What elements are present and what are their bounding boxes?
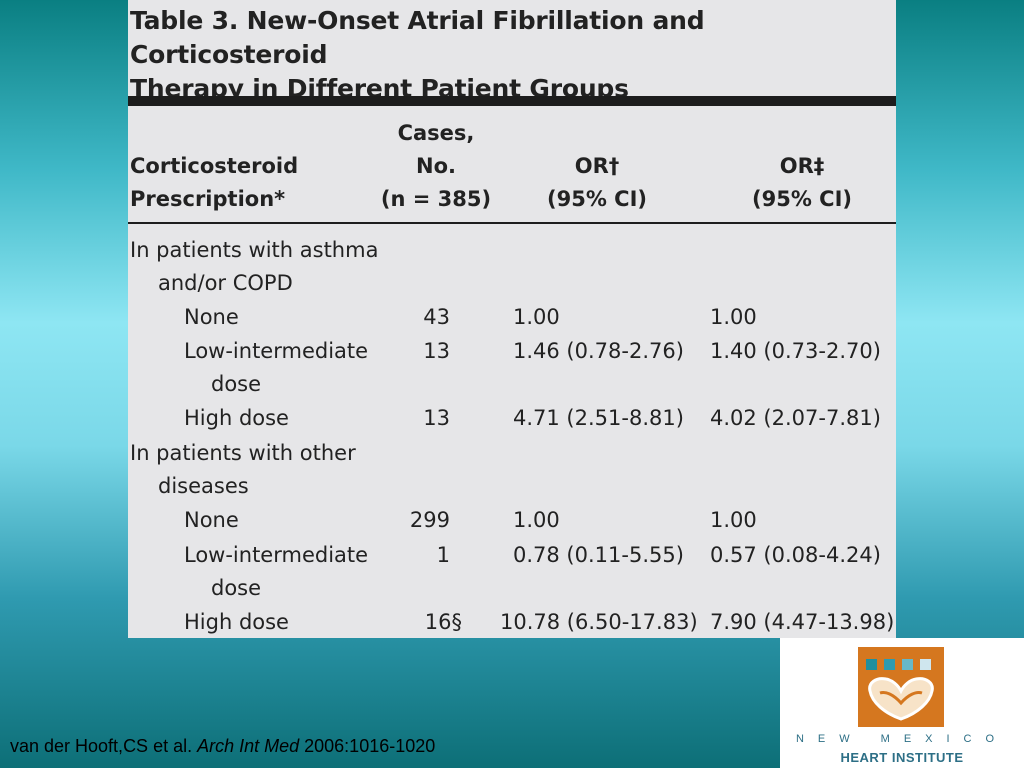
table-cell-or1: 1.00 — [513, 305, 560, 329]
table-cell-or1: 4.71 (2.51-8.81) — [513, 406, 684, 430]
table-cell-cases: 299 — [409, 508, 450, 532]
header-rule-thin — [128, 222, 896, 224]
group-label-line1: In patients with other — [130, 441, 356, 465]
header-rule-thick — [128, 96, 896, 106]
row-label-line2: dose — [211, 372, 262, 396]
table-cell-or1: 0.78 (0.11-5.55) — [513, 543, 684, 567]
logo-text-heart-institute: HEART INSTITUTE — [840, 750, 964, 765]
table-row-label: High dose — [184, 606, 289, 639]
table-cell-or2: 1.00 — [710, 305, 757, 329]
group-label-other-diseases: In patients with other diseases — [130, 437, 356, 503]
header-or2-line2: (95% CI) — [752, 187, 852, 211]
citation-journal: Arch Int Med — [197, 736, 300, 756]
row-label-line1: None — [184, 508, 239, 532]
hands-heart-icon — [858, 647, 944, 727]
table-title-line1: Table 3. New-Onset Atrial Fibrillation a… — [130, 6, 705, 69]
table-cell-cases: 13 — [423, 406, 450, 430]
table-row-label: Low-intermediate dose — [184, 539, 368, 605]
header-cases-line2: No. — [416, 154, 456, 178]
table-cell-or2: 1.00 — [710, 508, 757, 532]
table-row-label: None — [184, 504, 239, 537]
table-cell-or2: 4.02 (2.07-7.81) — [710, 406, 881, 430]
row-label-line1: Low-intermediate — [184, 339, 369, 363]
logo: NEW MEXICO HEART INSTITUTE — [780, 638, 1024, 768]
table-cell-or1: 1.46 (0.78-2.76) — [513, 339, 684, 363]
group-label-line1: In patients with asthma — [130, 238, 379, 262]
group-label-asthma-copd: In patients with asthma and/or COPD — [130, 234, 378, 300]
table-figure: Table 3. New-Onset Atrial Fibrillation a… — [128, 0, 896, 638]
header-or2: OR‡ (95% CI) — [726, 150, 878, 216]
table-title: Table 3. New-Onset Atrial Fibrillation a… — [130, 4, 890, 106]
group-label-line2: and/or COPD — [158, 271, 293, 295]
header-cases: Cases, No. (n = 385) — [376, 117, 496, 216]
citation-details: 2006:1016-1020 — [299, 736, 436, 756]
citation-authors: van der Hooft,CS et al. — [10, 736, 198, 756]
group-label-line2: diseases — [158, 474, 249, 498]
header-prescription-line1: Corticosteroid — [130, 154, 299, 178]
table-cell-cases: 16§ — [424, 610, 462, 634]
header-or2-line1: OR‡ — [779, 154, 825, 178]
row-label-line1: None — [184, 305, 239, 329]
hands-icon — [868, 677, 934, 721]
table-row-label: None — [184, 301, 239, 334]
header-or1-line1: OR† — [574, 154, 620, 178]
header-cases-line1: Cases, — [397, 121, 475, 145]
row-label-line2: dose — [211, 576, 262, 600]
table-cell-or2: 7.90 (4.47-13.98) — [710, 610, 895, 634]
table-cell-cases: 1 — [436, 543, 450, 567]
table-cell-cases: 43 — [423, 305, 450, 329]
table-cell-or2: 0.57 (0.08-4.24) — [710, 543, 881, 567]
header-prescription-line2: Prescription* — [130, 187, 286, 211]
row-label-line1: High dose — [184, 406, 289, 430]
header-cases-line3: (n = 385) — [380, 187, 492, 211]
table-cell-cases: 13 — [423, 339, 450, 363]
header-prescription: Corticosteroid Prescription* — [130, 150, 298, 216]
table-row-label: Low-intermediate dose — [184, 335, 368, 401]
citation: van der Hooft,CS et al. Arch Int Med 200… — [10, 736, 435, 757]
table-cell-or2: 1.40 (0.73-2.70) — [710, 339, 881, 363]
table-cell-or1: 1.00 — [513, 508, 560, 532]
header-or1: OR† (95% CI) — [526, 150, 668, 216]
table-row-label: High dose — [184, 402, 289, 435]
logo-text-new-mexico: NEW MEXICO — [795, 733, 1009, 745]
row-label-line1: Low-intermediate — [184, 543, 369, 567]
row-label-line1: High dose — [184, 610, 289, 634]
header-or1-line2: (95% CI) — [547, 187, 647, 211]
table-cell-or1: 10.78 (6.50-17.83) — [500, 610, 698, 634]
